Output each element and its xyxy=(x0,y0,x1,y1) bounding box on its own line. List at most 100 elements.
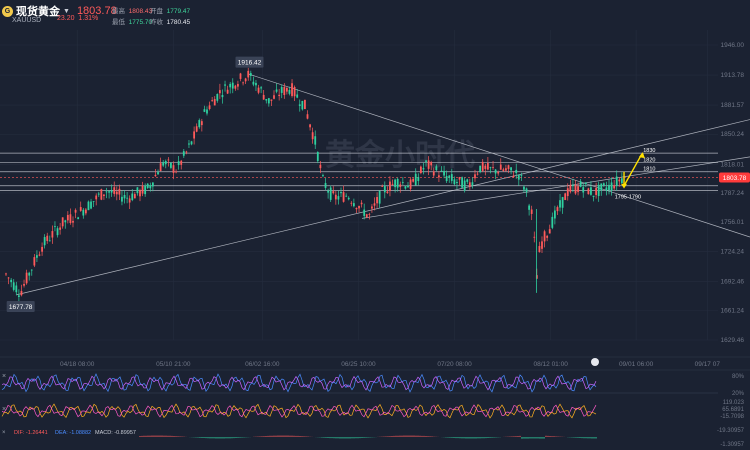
candle-body xyxy=(399,184,402,187)
candle-body xyxy=(92,201,95,203)
candle-body xyxy=(177,161,180,166)
candle-body xyxy=(234,85,237,89)
candle-body xyxy=(82,209,85,216)
rsi-line-1 xyxy=(1,403,597,419)
candle-body xyxy=(146,183,149,188)
low-label-box xyxy=(6,300,35,312)
candle-body xyxy=(224,84,226,86)
candle-body xyxy=(407,185,409,188)
gold-coin-icon: G xyxy=(2,5,13,17)
candle-body xyxy=(334,194,337,200)
rsi-tick: 65.6891 xyxy=(722,407,744,413)
candle-body xyxy=(144,185,147,195)
candle-body xyxy=(561,197,564,208)
candle-body xyxy=(443,170,445,176)
stat-low: 最低 1775.70 xyxy=(112,19,153,26)
candle-body xyxy=(541,241,543,249)
candle-body xyxy=(319,164,322,169)
y-tick-label: 1756.01 xyxy=(721,219,745,226)
candle-body xyxy=(378,190,381,204)
change-percent: 1.31% xyxy=(78,15,99,22)
y-tick-label: 1661.24 xyxy=(721,307,745,314)
candle-body xyxy=(579,181,582,187)
candle-body xyxy=(216,93,219,101)
candle-body xyxy=(23,283,25,286)
candle-body xyxy=(7,277,10,279)
candle-body xyxy=(368,214,371,215)
candle-body xyxy=(262,94,265,100)
candle-body xyxy=(95,195,98,200)
candle-body xyxy=(309,124,311,128)
candle-body xyxy=(355,208,358,210)
candle-body xyxy=(404,186,407,189)
title-row[interactable]: G 现货黄金 ▼ 1803.78 xyxy=(2,3,117,19)
candle-body xyxy=(456,181,458,184)
candle-body xyxy=(461,177,464,188)
instrument-title[interactable]: 现货黄金 xyxy=(16,6,60,18)
candle-body xyxy=(242,82,244,84)
candle-body xyxy=(556,207,559,212)
x-tick-label: 05/10 21:00 xyxy=(156,361,191,368)
candle-body xyxy=(471,182,474,186)
y-tick-label: 1629.46 xyxy=(721,337,745,344)
candle-body xyxy=(164,161,167,165)
candle-body xyxy=(133,194,136,199)
candle-body xyxy=(90,201,92,209)
change-value: 23.20 xyxy=(57,15,75,22)
candle-body xyxy=(419,166,422,174)
rsi-line-2 xyxy=(1,404,597,418)
candle-body xyxy=(275,89,278,92)
candle-body xyxy=(435,166,438,171)
candle-body xyxy=(546,235,549,238)
zone-label: 1795-1790 xyxy=(615,194,641,200)
candle-body xyxy=(128,198,131,203)
candle-body xyxy=(255,82,257,86)
candle-body xyxy=(499,164,502,170)
candle-body xyxy=(288,90,291,94)
candle-body xyxy=(149,185,152,189)
level-label: 1820 xyxy=(643,157,655,163)
candle-body xyxy=(270,99,273,101)
candle-body xyxy=(118,188,121,195)
candle-body xyxy=(291,83,293,96)
candle-body xyxy=(610,182,613,191)
candle-body xyxy=(190,141,193,145)
candles xyxy=(5,67,623,304)
candle-body xyxy=(139,190,141,197)
candle-body xyxy=(298,104,301,106)
candle-body xyxy=(56,228,59,236)
candle-body xyxy=(136,187,139,194)
grid xyxy=(0,30,718,341)
macd-label: MACD: -0.89957 xyxy=(95,430,136,436)
candle-body xyxy=(381,186,384,187)
candle-body xyxy=(515,169,518,174)
candle-body xyxy=(592,195,595,197)
candle-body xyxy=(172,165,175,173)
candle-body xyxy=(322,175,324,177)
macd-tick: -19.30957 xyxy=(717,428,745,434)
y-tick-label: 1913.78 xyxy=(721,72,745,79)
candle-body xyxy=(448,175,451,178)
x-tick-label: 06/25 10:00 xyxy=(341,361,376,368)
candle-body xyxy=(440,170,443,172)
candle-body xyxy=(36,255,38,258)
high-label: 1916.42 xyxy=(238,60,262,67)
candle-body xyxy=(126,197,129,199)
candle-body xyxy=(618,179,621,182)
candle-body xyxy=(597,184,600,197)
candle-body xyxy=(564,193,567,201)
candle-body xyxy=(185,151,188,153)
candle-body xyxy=(100,189,103,200)
candle-body xyxy=(345,195,348,197)
candle-body xyxy=(574,184,577,194)
candle-body xyxy=(486,163,489,170)
candle-body xyxy=(64,220,67,223)
candle-body xyxy=(412,178,415,182)
dropdown-caret-icon[interactable]: ▼ xyxy=(63,7,70,15)
candle-body xyxy=(280,87,283,93)
candle-body xyxy=(206,109,208,114)
candle-body xyxy=(615,176,618,186)
candle-body xyxy=(175,171,177,173)
